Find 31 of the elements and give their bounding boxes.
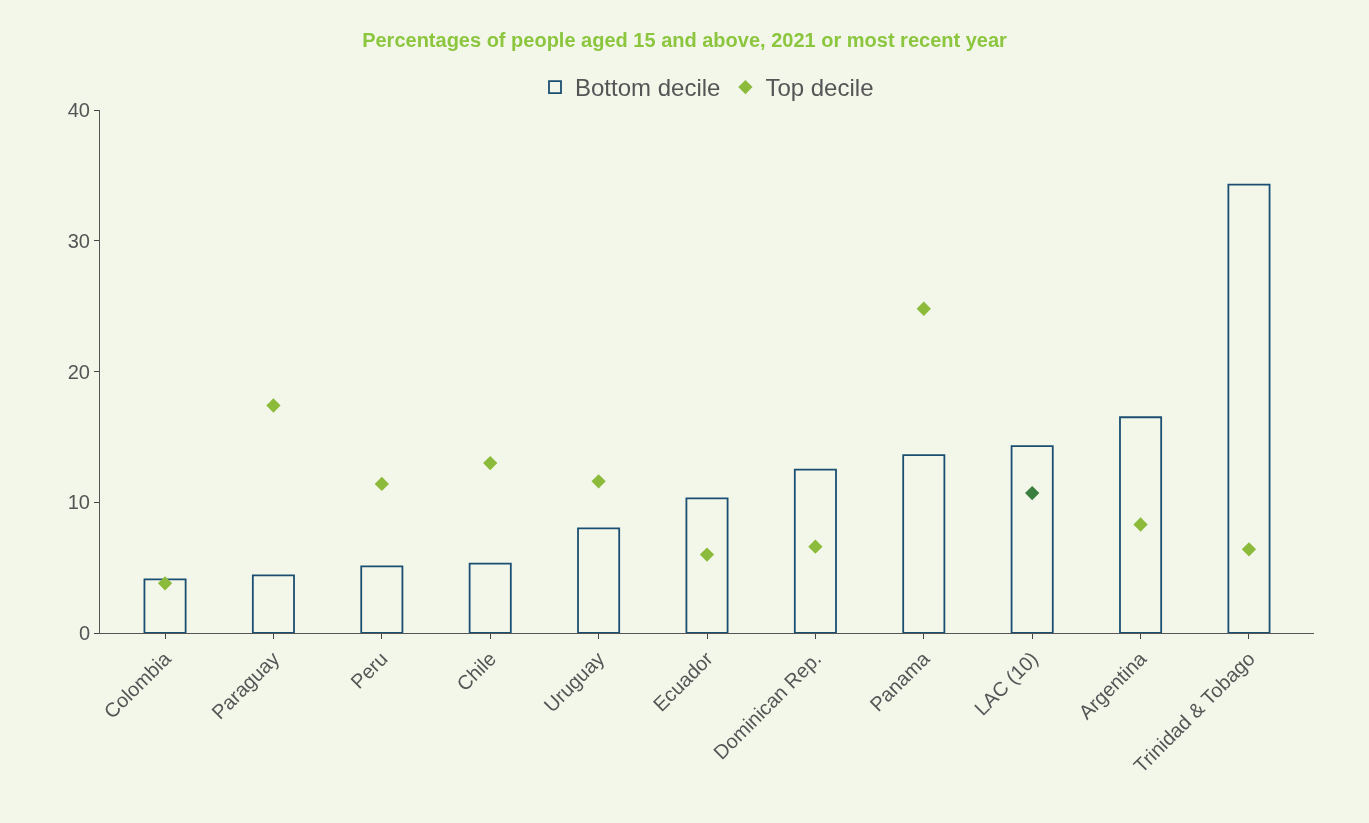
- point: [808, 539, 823, 554]
- bar: [1227, 183, 1271, 633]
- y-tick-label: 30: [67, 229, 90, 252]
- bar: [685, 497, 729, 633]
- bar: [902, 454, 946, 633]
- bar: [360, 565, 404, 633]
- point: [374, 476, 389, 492]
- point: [1241, 542, 1257, 557]
- point: [157, 576, 173, 591]
- x-tick-label: Chile: [452, 647, 501, 696]
- y-tick-label: 40: [67, 99, 90, 121]
- y-tick-label: 10: [67, 491, 90, 514]
- point: [916, 301, 931, 316]
- point: [483, 455, 498, 471]
- point: [1133, 517, 1148, 532]
- bar: [1119, 416, 1163, 633]
- bar: [577, 527, 621, 633]
- chart-title: Percentages of people aged 15 and above, 2021 or most recent year: [362, 28, 1008, 51]
- point: [1025, 485, 1040, 501]
- point: [591, 474, 606, 489]
- y-tick-label: 0: [78, 622, 90, 644]
- bar: [793, 468, 837, 633]
- point: [266, 398, 281, 413]
- bar: [1010, 445, 1054, 633]
- legend-label: Top decile: [765, 74, 874, 102]
- point: [699, 547, 715, 562]
- legend-label: Bottom decile: [575, 74, 721, 102]
- y-tick-label: 20: [67, 360, 90, 383]
- bar: [251, 574, 295, 633]
- bar: [468, 562, 512, 633]
- bar: [143, 578, 187, 633]
